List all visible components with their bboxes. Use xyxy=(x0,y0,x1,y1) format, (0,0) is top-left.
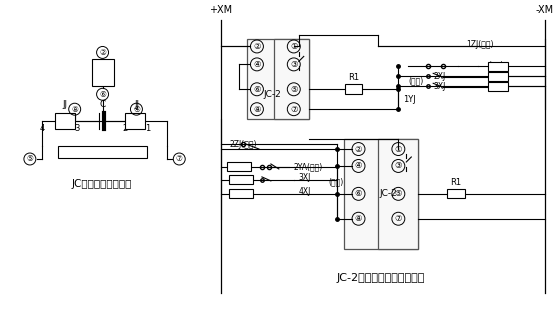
Text: R1   1Ω: R1 1Ω xyxy=(85,148,118,156)
Text: ④: ④ xyxy=(133,105,140,114)
Bar xyxy=(91,59,114,86)
Bar xyxy=(378,139,418,249)
Text: 1YJ: 1YJ xyxy=(403,95,416,104)
Text: ⑦: ⑦ xyxy=(394,214,402,223)
Text: ④: ④ xyxy=(355,161,362,171)
Bar xyxy=(274,40,309,119)
Bar xyxy=(447,189,465,198)
Text: (试验): (试验) xyxy=(488,60,503,69)
Text: ⑧: ⑧ xyxy=(253,105,261,114)
Text: R₂: R₂ xyxy=(98,68,107,77)
Text: -XM: -XM xyxy=(536,5,554,14)
Text: 3XJ: 3XJ xyxy=(299,173,311,182)
Text: ⑤: ⑤ xyxy=(27,154,33,164)
Text: ⑦: ⑦ xyxy=(176,154,183,164)
Text: R1: R1 xyxy=(450,178,461,187)
Bar xyxy=(125,113,145,129)
Text: C: C xyxy=(100,100,106,109)
Bar xyxy=(247,40,309,119)
Text: 2ZJ(复归): 2ZJ(复归) xyxy=(229,139,257,149)
Text: ⑥: ⑥ xyxy=(99,90,106,99)
Text: ②: ② xyxy=(99,48,106,57)
Bar xyxy=(345,84,362,94)
Text: (启动): (启动) xyxy=(329,177,344,187)
Text: JC-2: JC-2 xyxy=(263,90,281,99)
Bar xyxy=(229,176,253,184)
Text: 1ZJ(复归): 1ZJ(复归) xyxy=(466,40,494,49)
Text: JC繼電器原理電路圖: JC繼電器原理電路圖 xyxy=(71,179,132,189)
Text: 2XJ: 2XJ xyxy=(433,72,445,81)
Text: ③: ③ xyxy=(394,161,402,171)
Text: JJ: JJ xyxy=(62,100,67,109)
Text: JC-2: JC-2 xyxy=(379,189,397,198)
Text: ⑤: ⑤ xyxy=(290,85,297,94)
Bar xyxy=(488,62,508,71)
Text: 3XJ: 3XJ xyxy=(433,82,445,91)
Text: ⑧: ⑧ xyxy=(355,214,362,223)
Bar xyxy=(229,189,253,198)
Text: (启动): (启动) xyxy=(408,77,424,86)
Text: ②: ② xyxy=(253,42,261,51)
Text: 3: 3 xyxy=(74,124,79,133)
Text: +XM: +XM xyxy=(209,5,233,14)
Text: 1: 1 xyxy=(145,124,150,133)
Text: 4XJ: 4XJ xyxy=(299,187,311,196)
Bar xyxy=(488,82,508,91)
Text: ⑥: ⑥ xyxy=(253,85,261,94)
Bar xyxy=(58,146,147,158)
Text: ③: ③ xyxy=(290,60,297,69)
Text: ④: ④ xyxy=(253,60,261,69)
Text: 4: 4 xyxy=(39,124,44,133)
Text: JC-2冲击继电器典型接线图: JC-2冲击继电器典型接线图 xyxy=(336,273,424,284)
Text: ②: ② xyxy=(355,144,362,154)
Text: 2: 2 xyxy=(123,124,128,133)
Text: R1: R1 xyxy=(348,73,359,82)
Text: 2YA(试验): 2YA(试验) xyxy=(294,162,323,171)
Text: ⑦: ⑦ xyxy=(290,105,297,114)
Bar xyxy=(488,72,508,81)
Text: ①: ① xyxy=(394,144,402,154)
Text: ①: ① xyxy=(290,42,297,51)
Text: JJ: JJ xyxy=(134,100,139,109)
Bar xyxy=(55,113,75,129)
Text: ⑧: ⑧ xyxy=(71,105,78,114)
Bar xyxy=(227,162,252,171)
Text: ⑥: ⑥ xyxy=(355,189,362,198)
Bar xyxy=(343,139,418,249)
Text: ⑤: ⑤ xyxy=(394,189,402,198)
